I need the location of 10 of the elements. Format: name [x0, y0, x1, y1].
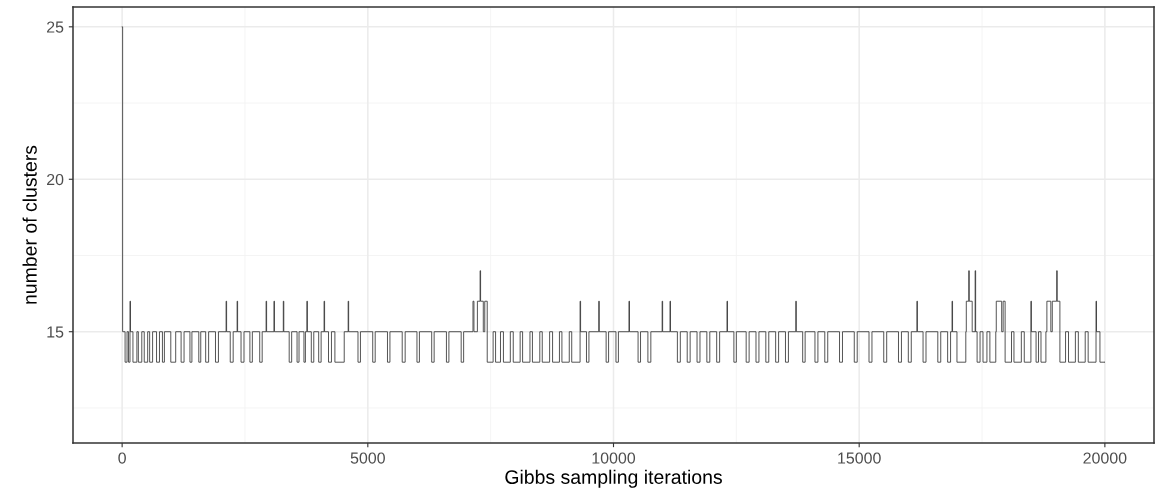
x-tick-label: 0: [118, 452, 126, 464]
y-tick-label: 15: [47, 326, 64, 338]
x-tick-label: 5000: [350, 452, 385, 464]
x-tick-label: 15000: [838, 452, 881, 464]
y-tick-label: 20: [47, 173, 64, 186]
x-tick-label: 10000: [592, 452, 636, 464]
y-axis-title: number of clusters: [22, 145, 37, 304]
y-tick-label: 25: [47, 21, 64, 33]
x-axis-title: Gibbs sampling iterations: [505, 469, 722, 488]
x-tick-label: 20000: [1083, 452, 1127, 464]
